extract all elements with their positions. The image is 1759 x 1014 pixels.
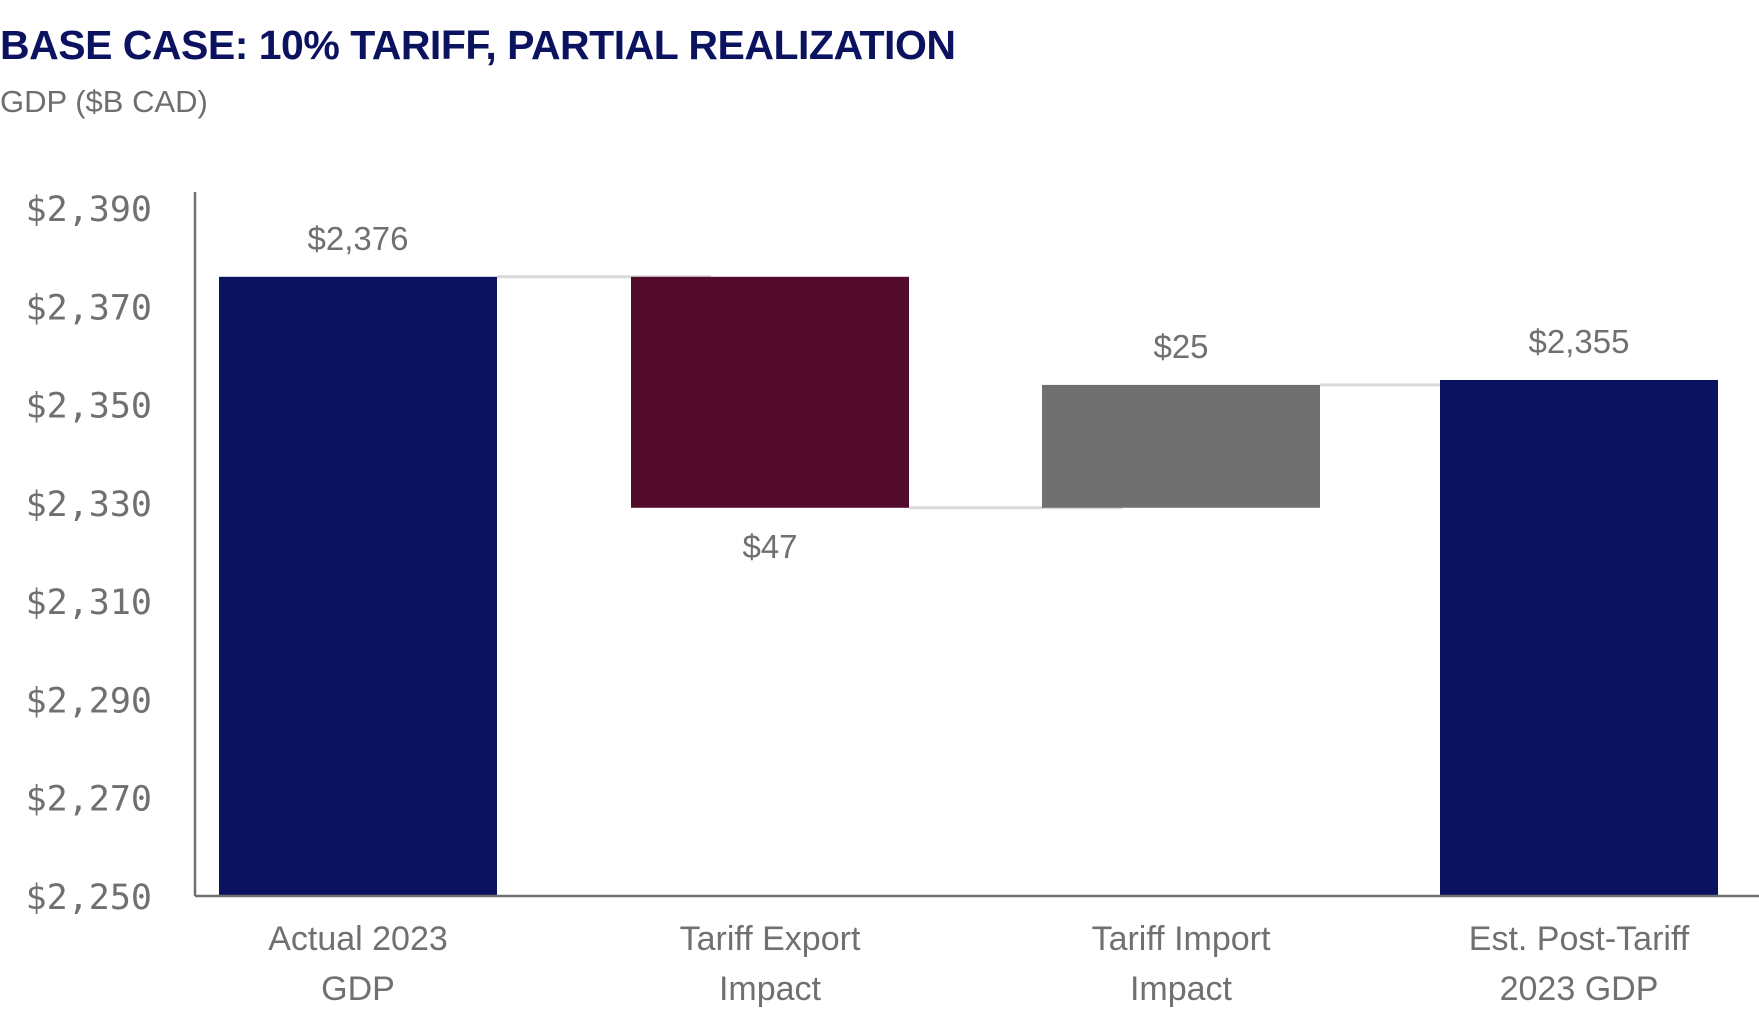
bar-total (219, 276, 497, 896)
bar-total (1440, 380, 1718, 896)
y-tick-label: $2,390 (26, 190, 152, 230)
x-category-label: Impact (1130, 970, 1233, 1008)
x-category-label: Actual 2023 (268, 920, 448, 958)
x-category-label: GDP (321, 970, 395, 1008)
data-label: $2,376 (308, 220, 409, 257)
x-category-label: Est. Post-Tariff (1469, 920, 1690, 958)
x-category-label: 2023 GDP (1500, 970, 1659, 1008)
y-tick-label: $2,250 (26, 878, 152, 918)
x-category-label: Tariff Import (1092, 920, 1271, 958)
data-label: $25 (1153, 328, 1208, 365)
data-label: $47 (742, 528, 797, 565)
y-tick-label: $2,270 (26, 780, 152, 820)
y-tick-label: $2,290 (26, 681, 152, 721)
bar-positive (1042, 384, 1320, 508)
y-tick-label: $2,330 (26, 485, 152, 525)
x-category-label: Tariff Export (680, 920, 861, 958)
bar-negative (631, 276, 909, 508)
chart-subtitle: GDP ($B CAD) (0, 84, 208, 119)
data-label: $2,355 (1529, 323, 1630, 360)
y-tick-label: $2,310 (26, 583, 152, 623)
x-category-label: Impact (719, 970, 822, 1008)
y-tick-label: $2,370 (26, 288, 152, 328)
chart-title: BASE CASE: 10% TARIFF, PARTIAL REALIZATI… (0, 22, 956, 68)
y-tick-label: $2,350 (26, 387, 152, 427)
